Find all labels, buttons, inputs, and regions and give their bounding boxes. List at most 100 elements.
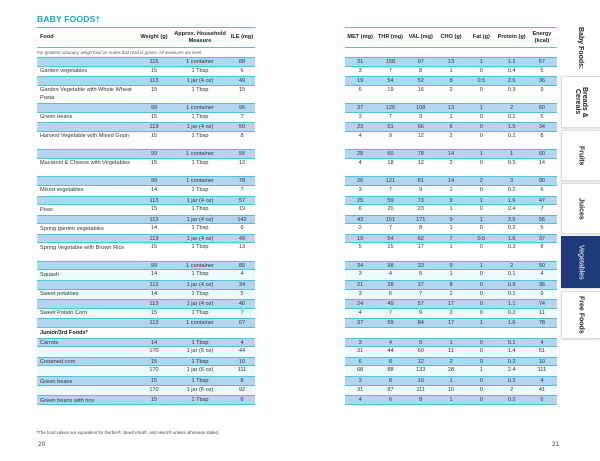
val-cell: 171 (416, 216, 426, 223)
cho-cell: 1 (449, 339, 453, 346)
val-cell: 84 (417, 320, 424, 327)
table-row: Garden vegetables 15 1 Tbsp 6 (37, 67, 255, 77)
food-name-cell (37, 123, 137, 124)
tab-vegetables[interactable]: Vegetables (561, 236, 600, 288)
protein-cell: 0.2 (507, 358, 516, 365)
ile-value-cell: 8 (240, 378, 244, 384)
thr-cell: 88 (387, 367, 394, 374)
table-row: 19 54 52 8 0.5 2.6 36 (345, 76, 557, 86)
table-row: 6 19 16 2 0 0.3 9 (345, 86, 557, 103)
ile-value-cell: 7 (240, 113, 244, 120)
section-title: BABY FOODS† (37, 14, 101, 24)
household-measure-cell: 1 Tbsp (191, 339, 209, 346)
table-row: 37 59 84 17 1 1.6 78 (345, 318, 557, 329)
weight-cell: 113 (149, 301, 159, 308)
fat-cell: 0 (479, 301, 483, 308)
ile-value-cell: 92 (238, 386, 246, 393)
table-row: 3 7 9 1 0 0.2 6 (345, 186, 557, 196)
ile-value-cell: 55 (238, 151, 246, 158)
val-cell: 66 (417, 124, 424, 131)
tab-juices[interactable]: Juices (561, 183, 600, 234)
cho-cell: 13 (447, 105, 455, 112)
table-row: 4 7 9 2 0 0.2 11 (345, 308, 557, 319)
footnote: †The food values are equivalent for Gerb… (36, 430, 220, 435)
household-measure-cell: 1 jar (4 oz) (186, 301, 214, 308)
thr-cell: 20 (387, 206, 394, 213)
energy-cell: 57 (538, 59, 546, 65)
food-name-cell: Green beans with rice (40, 397, 95, 404)
met-cell: 19 (357, 78, 364, 85)
table-row: 19 54 62 7 0.5 1.6 37 (345, 233, 557, 244)
table-row: 23 51 66 6 0 1.5 34 (345, 122, 557, 132)
fat-cell: 0.5 (477, 78, 486, 85)
table-row: Spring garden vegetables 14 1 Tbsp 6 (37, 224, 255, 234)
weight-cell: 113 (149, 320, 159, 327)
table-row: 31 44 60 11 0 1.4 51 (345, 347, 557, 357)
ile-value-cell: 57 (238, 197, 246, 204)
met-cell: 3 (358, 186, 362, 193)
household-measure-cell: 1 jar (4 oz) (186, 124, 214, 131)
val-cell: 10 (417, 378, 424, 384)
weight-cell: 170 (149, 348, 159, 355)
table-row: 2 7 8 1 0 0.2 5 (345, 224, 557, 234)
thr-cell: 151 (385, 216, 396, 223)
weight-cell: 15 (150, 378, 158, 384)
table-row: 113 1 jar (4 oz) 34 (37, 280, 255, 290)
table-row: Sweet Potato Corn 15 1 Tbsp 7 (37, 308, 255, 319)
weight-cell: 113 (149, 282, 159, 289)
fat-cell: 0 (479, 159, 483, 166)
ile-value-cell: 78 (238, 178, 246, 185)
table-row: 4 6 8 1 0 0.2 6 (345, 395, 557, 405)
protein-cell: 0.2 (507, 397, 516, 404)
ile-value-cell: 49 (238, 78, 246, 85)
table-row: 170 1 jar (6 oz) 92 (37, 385, 255, 396)
food-name-cell: Carrots (40, 340, 59, 347)
energy-cell: 36 (538, 282, 546, 289)
ile-value-cell: 19 (238, 206, 246, 213)
ile-value-cell: 142 (237, 216, 247, 223)
energy-cell: 14 (538, 159, 546, 166)
thr-cell: 121 (385, 178, 396, 185)
energy-cell: 41 (538, 386, 546, 393)
table-row: 6 20 23 1 0 0.4 7 (345, 205, 557, 215)
measure-note: For greatest accuracy, weigh food on sca… (37, 50, 203, 55)
tab-free-foods[interactable]: Free Foods (561, 291, 600, 339)
tab-fruits[interactable]: Fruits (561, 130, 600, 181)
tab-baby-foods[interactable]: Baby Foods: (561, 20, 600, 76)
food-name-cell: Peas (40, 206, 53, 213)
food-name-cell: Spring garden vegetables (40, 225, 104, 232)
val-cell: 12 (417, 358, 424, 365)
protein-cell: 1.6 (507, 320, 516, 327)
column-header: ILE (mg) (230, 34, 254, 40)
ile-value-cell: 7 (240, 309, 244, 316)
table-row: 26 121 81 14 2 3 90 (345, 176, 557, 186)
weight-cell: 113 (149, 216, 159, 223)
household-measure-cell: 1 Tbsp (191, 86, 209, 93)
table-header: MET (mg) THR (mg) VAL (mg) CHO (g) Fat (g) Pr… (345, 28, 557, 48)
energy-cell: 60 (538, 105, 546, 112)
energy-cell: 9 (540, 86, 544, 93)
ile-value-cell: 40 (238, 301, 246, 308)
nutrition-table-left: Food Weight (g) Approx. Household Measure I… (37, 27, 255, 405)
energy-cell: 11 (539, 309, 545, 316)
val-cell: 17 (417, 244, 424, 251)
protein-cell: 2 (510, 105, 514, 112)
energy-cell: 51 (538, 348, 546, 355)
met-cell: 4 (358, 397, 362, 404)
energy-cell: 8 (540, 244, 544, 251)
val-cell: 7 (419, 290, 423, 297)
food-name-cell (37, 58, 137, 59)
tab-breads-cereals[interactable]: Breads & Cereals (561, 76, 600, 128)
cho-cell: 2 (449, 159, 453, 166)
met-cell: 43 (357, 216, 364, 223)
section-header-row: Junior/3rd Foods* (37, 328, 255, 338)
household-measure-cell: 1 Tbsp (191, 378, 209, 384)
val-cell: 73 (417, 197, 424, 204)
table-row: Harvest Vegetable with Mixed Grain 15 1 Tb… (37, 132, 255, 149)
column-header: Protein (g) (497, 34, 526, 40)
household-measure-cell: 1 container (186, 262, 214, 269)
cho-cell: 1 (449, 244, 453, 251)
column-header: VAL (mg) (408, 34, 433, 40)
table-row: 5 15 17 1 0 0.3 8 (345, 243, 557, 260)
cho-cell: 8 (449, 282, 453, 289)
